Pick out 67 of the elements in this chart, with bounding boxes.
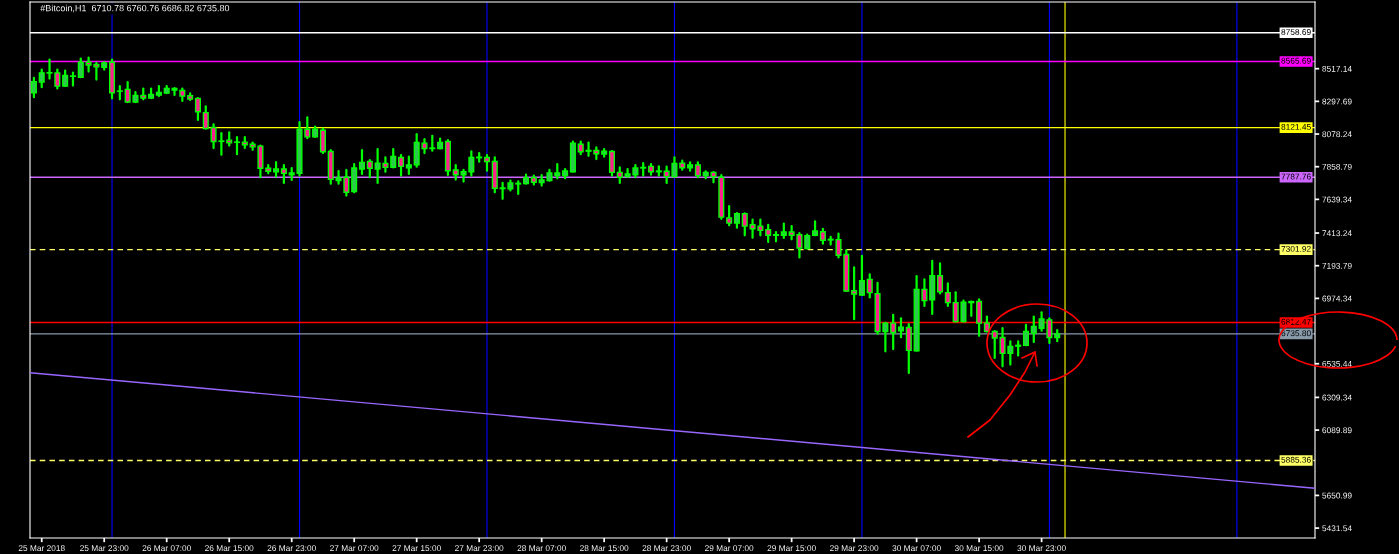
x-tick-label: 27 Mar 23:00 [455, 545, 504, 552]
x-tick-label: 30 Mar 15:00 [954, 545, 1004, 552]
y-tick-label: 6535.44 [1322, 360, 1352, 367]
candlestick [858, 254, 865, 297]
x-tick-label: 26 Mar 07:00 [142, 545, 191, 552]
y-tick-label: 8517.14 [1322, 65, 1352, 72]
candlestick [905, 323, 912, 374]
x-tick-label: 29 Mar 23:00 [829, 545, 879, 552]
candlestick [890, 313, 897, 351]
candlestick [202, 105, 209, 130]
candlestick [77, 57, 84, 79]
ref-line-label: 7301.92 [1281, 245, 1311, 252]
x-tick-label: 29 Mar 07:00 [705, 545, 754, 552]
x-tick-label: 30 Mar 07:00 [892, 545, 941, 552]
candlestick [851, 266, 858, 321]
x-tick-label: 27 Mar 07:00 [330, 545, 379, 552]
x-tick-label: 30 Mar 23:00 [1017, 545, 1066, 552]
candlestick [30, 76, 37, 99]
ref-line-label: 8565.69 [1281, 57, 1311, 64]
candlestick [1030, 315, 1037, 344]
y-tick-label: 7858.79 [1322, 163, 1352, 170]
y-tick-label: 6974.34 [1322, 295, 1352, 302]
x-tick-label: 28 Mar 23:00 [642, 545, 691, 552]
y-tick-label: 7193.79 [1322, 262, 1352, 269]
ref-line-label: 7787.76 [1281, 173, 1311, 180]
candlestick [116, 85, 123, 101]
candlestick [937, 262, 944, 295]
candlestick [351, 162, 358, 194]
candlestick [976, 298, 983, 337]
candlestick [991, 330, 998, 360]
candlestick [866, 273, 873, 299]
candlestick [358, 149, 366, 176]
ref-line-label: 6735.80 [1281, 330, 1311, 337]
x-tick-label: 29 Mar 15:00 [767, 545, 816, 552]
y-tick-label: 5650.99 [1322, 492, 1352, 499]
chart-title: #Bitcoin,H1 6710.78 6760.76 6686.82 6735.80 [40, 4, 230, 13]
x-tick-label: 25 Mar 2018 [18, 545, 65, 552]
x-tick-label: 25 Mar 23:00 [80, 545, 129, 552]
candlestick [726, 205, 733, 227]
candlestick [655, 165, 662, 177]
candlestick [1015, 340, 1022, 357]
candlestick [476, 152, 483, 163]
x-tick-label: 26 Mar 23:00 [267, 545, 316, 552]
y-tick-label: 6089.89 [1322, 427, 1352, 434]
x-tick-label: 27 Mar 15:00 [392, 545, 441, 552]
candlestick [741, 212, 748, 237]
candlestick [194, 96, 201, 122]
candlestick [319, 127, 326, 155]
candlestick [897, 317, 905, 339]
ref-line-label: 5885.36 [1281, 456, 1311, 463]
y-tick-label: 7639.34 [1322, 196, 1352, 203]
candlestick [398, 153, 405, 177]
y-tick-label: 8297.69 [1322, 98, 1352, 105]
x-tick-label: 28 Mar 07:00 [517, 545, 566, 552]
y-tick-label: 5431.54 [1322, 525, 1352, 532]
candlestick [608, 150, 615, 177]
ref-line-label: 8758.69 [1281, 29, 1311, 35]
x-tick-label: 28 Mar 15:00 [580, 545, 629, 552]
y-tick-label: 8078.24 [1322, 131, 1352, 138]
candlestick [515, 180, 522, 196]
ref-line-label: 8121.45 [1281, 123, 1311, 130]
y-tick-label: 7413.24 [1322, 230, 1352, 237]
x-tick-label: 26 Mar 15:00 [205, 545, 254, 552]
candlestick [390, 147, 397, 169]
y-tick-label: 6309.34 [1322, 394, 1352, 401]
candlestick [944, 282, 951, 307]
candlestick [1022, 323, 1030, 347]
